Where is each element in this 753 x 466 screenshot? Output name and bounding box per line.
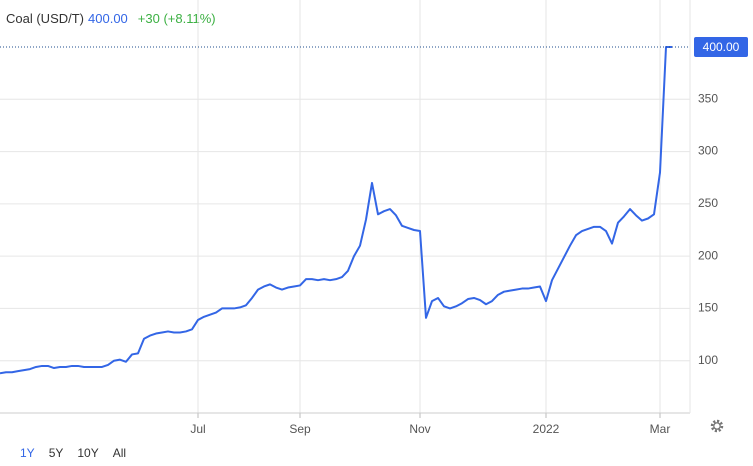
settings-icon[interactable] [710, 419, 724, 433]
y-tick-label: 150 [698, 301, 718, 315]
range-button[interactable]: 10Y [77, 446, 99, 460]
last-price-label: 400.00 [703, 40, 740, 54]
y-tick-label: 300 [698, 144, 718, 158]
price-line [0, 46, 672, 375]
chart: 100 150 200 250 300 350 Jul Sep Nov 2022 Mar 400.00 [0, 0, 748, 436]
y-tick-label: 100 [698, 353, 718, 367]
x-tick-label: Mar [650, 422, 671, 436]
price-change: +30 (+8.11%) [137, 11, 216, 26]
x-tick-label: Jul [190, 422, 205, 436]
chart-title: Coal (USD/T) [6, 11, 85, 26]
range-button[interactable]: 5Y [48, 446, 64, 460]
last-price: 400.00 [88, 11, 128, 26]
y-tick-label: 200 [698, 248, 718, 262]
x-tick-label: 2022 [533, 422, 560, 436]
range-button[interactable]: All [112, 446, 127, 460]
range-button[interactable]: 1Y [20, 446, 35, 460]
header: Coal (USD/T) 400.00 +30 (+8.11%) [6, 11, 216, 26]
x-tick-label: Nov [409, 422, 430, 436]
y-tick-label: 350 [698, 91, 718, 105]
x-tick-label: Sep [289, 422, 311, 436]
last-price-box [694, 37, 748, 57]
range-selector: 1Y 5Y 10Y All [20, 446, 126, 460]
y-tick-label: 250 [698, 196, 718, 210]
